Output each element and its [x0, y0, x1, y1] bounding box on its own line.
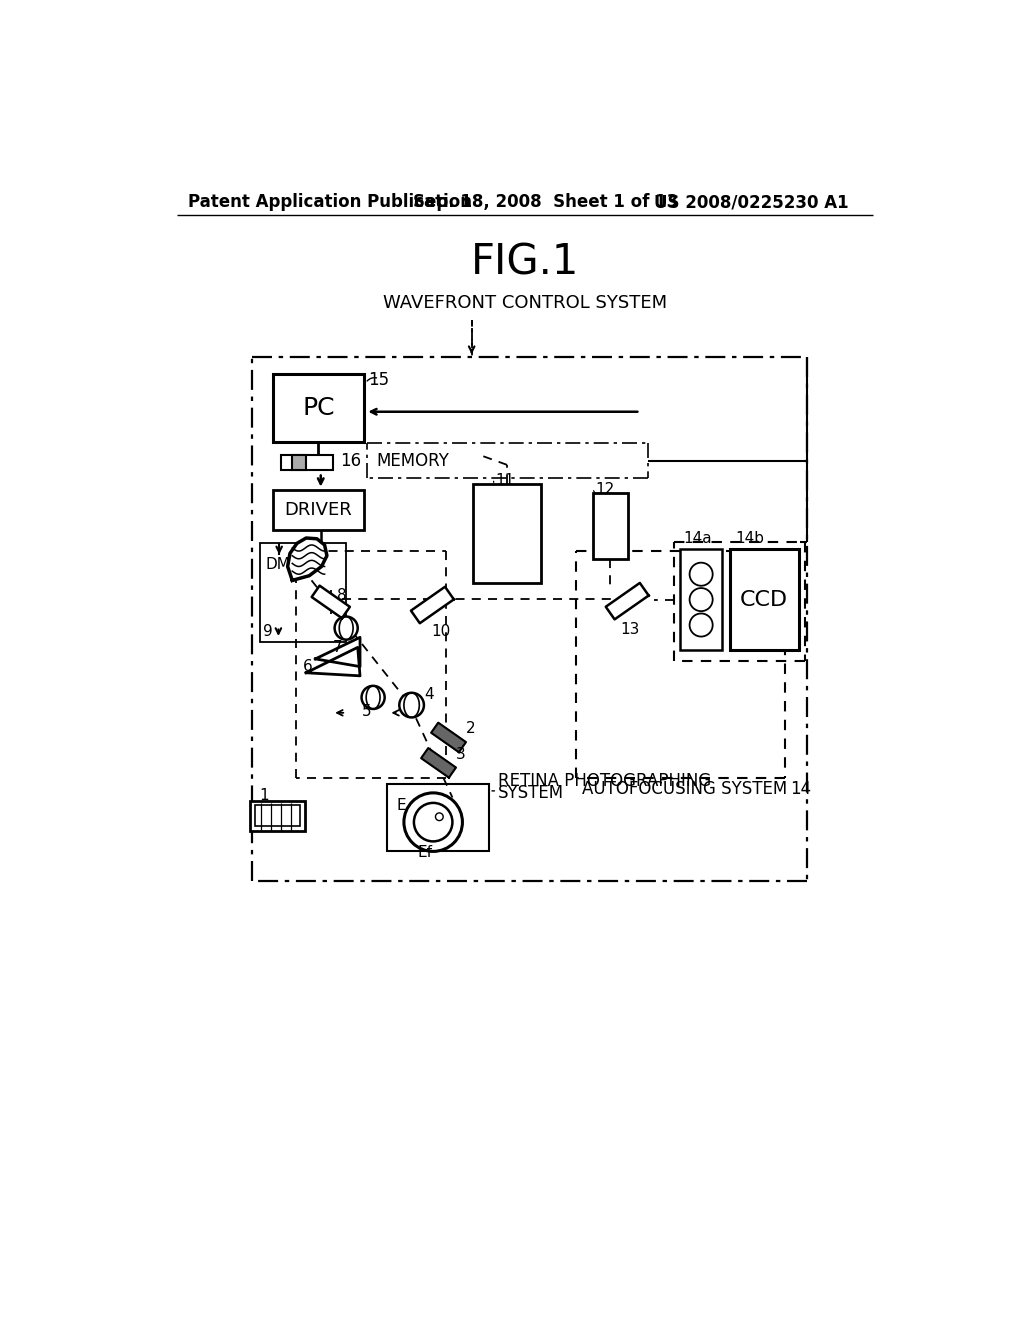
Text: DRIVER: DRIVER	[285, 500, 352, 519]
Text: 5: 5	[361, 704, 371, 719]
Text: 7: 7	[333, 640, 342, 655]
Text: Patent Application Publication: Patent Application Publication	[188, 193, 472, 211]
Polygon shape	[421, 748, 456, 777]
Text: 3: 3	[456, 747, 465, 762]
Text: SYSTEM: SYSTEM	[498, 784, 564, 801]
Bar	[281, 455, 333, 470]
Circle shape	[435, 813, 443, 821]
Circle shape	[361, 686, 385, 709]
Text: AUTOFOCUSING SYSTEM: AUTOFOCUSING SYSTEM	[582, 780, 787, 799]
Bar	[273, 490, 364, 529]
Text: 2: 2	[466, 721, 476, 735]
Bar	[593, 494, 628, 558]
Bar	[730, 549, 799, 651]
Bar	[473, 484, 541, 582]
Text: 16: 16	[340, 451, 361, 470]
Text: 1: 1	[259, 788, 268, 804]
Text: 14: 14	[790, 780, 811, 799]
Circle shape	[335, 616, 357, 640]
Circle shape	[414, 803, 453, 841]
Bar	[250, 801, 305, 830]
Text: 6: 6	[303, 659, 312, 675]
Bar	[255, 805, 300, 826]
Polygon shape	[411, 587, 454, 623]
Polygon shape	[606, 583, 648, 619]
Text: E: E	[396, 797, 406, 813]
Text: 10: 10	[431, 623, 451, 639]
Text: RETINA PHOTOGRAPHING: RETINA PHOTOGRAPHING	[498, 772, 711, 789]
Text: 14a: 14a	[683, 531, 712, 546]
Bar	[387, 784, 488, 851]
Bar	[680, 549, 722, 651]
Text: 11: 11	[496, 473, 515, 488]
Circle shape	[403, 793, 463, 851]
Bar	[273, 374, 364, 442]
Text: Sep. 18, 2008  Sheet 1 of 13: Sep. 18, 2008 Sheet 1 of 13	[413, 193, 679, 211]
Text: CCD: CCD	[740, 590, 788, 610]
Bar	[260, 544, 346, 642]
Circle shape	[689, 589, 713, 611]
Circle shape	[689, 614, 713, 636]
Polygon shape	[431, 722, 466, 752]
Circle shape	[399, 693, 424, 718]
Text: PC: PC	[302, 396, 335, 420]
Text: 15: 15	[369, 371, 389, 389]
Text: DM: DM	[265, 557, 290, 573]
Polygon shape	[288, 539, 327, 581]
Text: MEMORY: MEMORY	[376, 451, 450, 470]
Text: FIG.1: FIG.1	[471, 242, 579, 284]
Text: 14b: 14b	[735, 531, 764, 546]
Polygon shape	[315, 638, 360, 667]
Text: 13: 13	[621, 622, 640, 638]
Circle shape	[689, 562, 713, 586]
Text: 9: 9	[263, 623, 272, 639]
Bar	[292, 455, 306, 470]
Text: US 2008/0225230 A1: US 2008/0225230 A1	[654, 193, 849, 211]
Polygon shape	[311, 586, 350, 618]
Text: Ef: Ef	[418, 845, 433, 861]
Text: 4: 4	[425, 686, 434, 702]
Polygon shape	[306, 647, 360, 676]
Text: 8: 8	[337, 589, 346, 603]
Text: WAVEFRONT CONTROL SYSTEM: WAVEFRONT CONTROL SYSTEM	[383, 294, 667, 312]
Text: 12: 12	[596, 482, 614, 498]
